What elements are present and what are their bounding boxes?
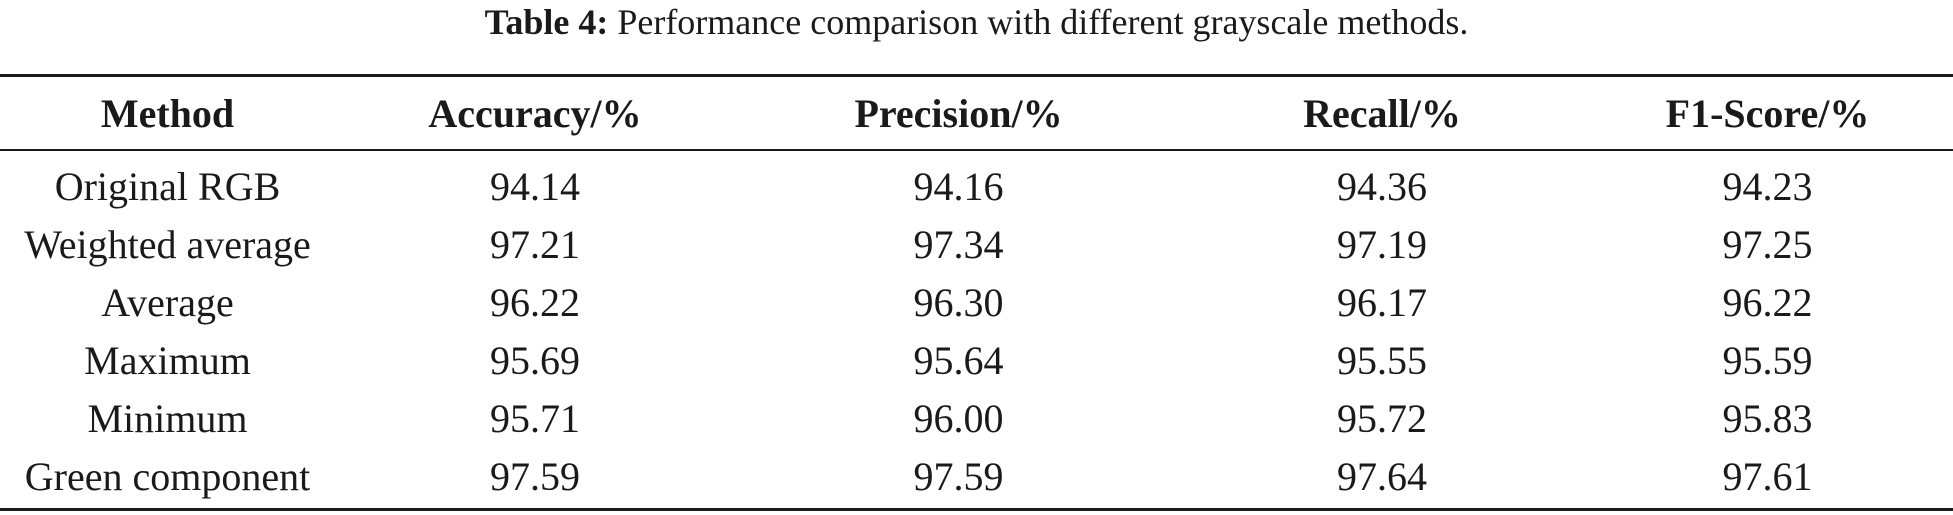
cell-recall: 94.36 bbox=[1337, 164, 1427, 209]
cell-f1-score: 97.61 bbox=[1722, 454, 1813, 499]
cell-recall: 96.17 bbox=[1337, 280, 1427, 325]
cell-accuracy: 94.14 bbox=[490, 164, 580, 209]
cell-recall: 97.64 bbox=[1337, 454, 1427, 499]
cell-accuracy: 97.21 bbox=[490, 222, 580, 267]
cell-recall: 97.19 bbox=[1337, 222, 1427, 267]
cell-method: Minimum bbox=[87, 396, 248, 441]
table-caption-label: Table 4: bbox=[484, 2, 609, 42]
cell-precision: 96.30 bbox=[913, 280, 1004, 325]
table-row: Minimum 95.71 96.00 95.72 95.83 bbox=[0, 390, 1953, 448]
cell-precision: 96.00 bbox=[913, 396, 1004, 441]
header-row: Method Accuracy/% Precision/% Recall/% F… bbox=[0, 78, 1953, 148]
table-row: Weighted average 97.21 97.34 97.19 97.25 bbox=[0, 216, 1953, 274]
table-row: Green component 97.59 97.59 97.64 97.61 bbox=[0, 448, 1953, 506]
table-row: Maximum 95.69 95.64 95.55 95.59 bbox=[0, 332, 1953, 390]
cell-method: Maximum bbox=[84, 338, 251, 383]
cell-precision: 97.34 bbox=[913, 222, 1004, 267]
table-header: Method Accuracy/% Precision/% Recall/% F… bbox=[0, 78, 1953, 148]
table-bottom-rule bbox=[0, 508, 1953, 511]
cell-method: Green component bbox=[24, 454, 311, 499]
header-method: Method bbox=[100, 90, 235, 136]
cell-f1-score: 97.25 bbox=[1722, 222, 1813, 267]
cell-f1-score: 96.22 bbox=[1722, 280, 1813, 325]
cell-recall: 95.72 bbox=[1337, 396, 1427, 441]
header-recall: Recall/% bbox=[1303, 90, 1461, 136]
cell-f1-score: 95.59 bbox=[1722, 338, 1813, 383]
table-header-rule bbox=[0, 149, 1953, 151]
cell-precision: 95.64 bbox=[913, 338, 1004, 383]
cell-accuracy: 96.22 bbox=[490, 280, 580, 325]
table-caption-text: Performance comparison with different gr… bbox=[617, 2, 1469, 42]
table-row: Average 96.22 96.30 96.17 96.22 bbox=[0, 274, 1953, 332]
cell-accuracy: 97.59 bbox=[490, 454, 580, 499]
cell-f1-score: 95.83 bbox=[1722, 396, 1813, 441]
header-f1-score: F1-Score/% bbox=[1665, 90, 1870, 136]
cell-accuracy: 95.69 bbox=[490, 338, 580, 383]
table-body: Original RGB 94.14 94.16 94.36 94.23 Wei… bbox=[0, 158, 1953, 506]
cell-method: Weighted average bbox=[24, 222, 311, 267]
header-precision: Precision/% bbox=[854, 90, 1063, 136]
header-accuracy: Accuracy/% bbox=[428, 90, 642, 136]
cell-method: Average bbox=[101, 280, 234, 325]
cell-precision: 94.16 bbox=[913, 164, 1004, 209]
cell-recall: 95.55 bbox=[1337, 338, 1427, 383]
cell-accuracy: 95.71 bbox=[490, 396, 580, 441]
table-caption: Table 4: Performance comparison with dif… bbox=[0, 0, 1953, 60]
cell-precision: 97.59 bbox=[913, 454, 1004, 499]
cell-method: Original RGB bbox=[54, 164, 281, 209]
table-top-rule bbox=[0, 74, 1953, 77]
table-row: Original RGB 94.14 94.16 94.36 94.23 bbox=[0, 158, 1953, 216]
cell-f1-score: 94.23 bbox=[1722, 164, 1813, 209]
